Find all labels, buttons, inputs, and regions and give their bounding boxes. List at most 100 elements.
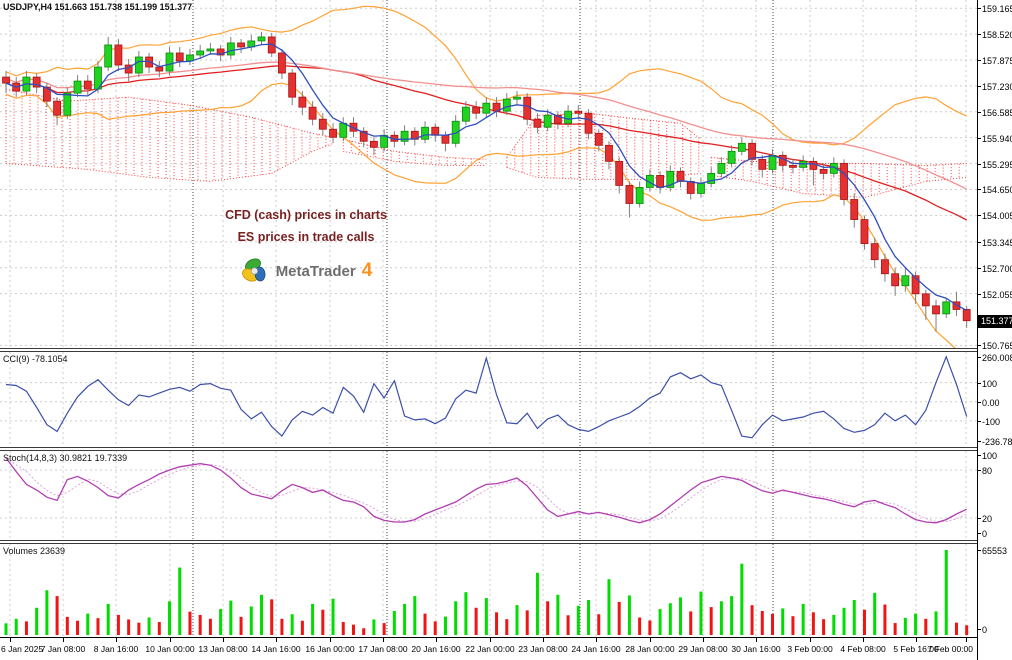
main-chart-canvas[interactable]	[0, 0, 977, 348]
time-axis-label: 24 Jan 16:00	[571, 644, 621, 654]
axis-tick	[978, 267, 981, 269]
time-axis-label: 30 Jan 16:00	[731, 644, 781, 654]
price-axis-label: 159.165	[982, 4, 1012, 15]
price-axis-label: 0	[982, 625, 988, 635]
time-axis-label: 17 Jan 08:00	[358, 644, 408, 654]
cci-canvas[interactable]	[0, 352, 977, 447]
panel-separator[interactable]	[0, 447, 977, 451]
time-axis-tick	[703, 638, 704, 642]
price-axis-label: -100	[982, 416, 1001, 427]
axis-tick	[978, 34, 981, 36]
time-axis-label: 10 Jan 00:00	[145, 644, 195, 654]
price-axis-label: 80	[982, 466, 993, 476]
price-axis-label: 100	[982, 378, 998, 389]
axis-tick	[978, 8, 981, 10]
axis-tick	[978, 382, 981, 384]
panel-separator[interactable]	[0, 540, 977, 544]
time-axis[interactable]: 6 Jan 2025 7 Jan 08:00 8 Jan 16:00 10 Jan 0…	[0, 637, 977, 660]
time-axis-tick	[436, 638, 437, 642]
price-axis-label: 153.345	[982, 237, 1012, 248]
price-axis-label: 158.520	[982, 30, 1012, 41]
stoch-label: Stoch(14,8,3) 30.9821 19.7339	[3, 453, 128, 463]
price-axis-label: 20	[982, 514, 993, 524]
axis-tick	[978, 137, 981, 139]
price-axis-label: 156.585	[982, 107, 1012, 118]
axis-tick	[978, 357, 981, 358]
axis-tick	[978, 241, 981, 243]
time-axis-label: 3 Feb 00:00	[787, 644, 833, 654]
axis-tick	[978, 293, 981, 295]
axis-tick	[978, 470, 981, 471]
axis-tick	[978, 420, 981, 422]
time-axis-tick	[330, 638, 331, 642]
watermark-line2: ES prices in trade calls	[237, 230, 375, 244]
price-axis-label: 100	[982, 451, 998, 461]
time-axis-label: 22 Jan 00:00	[465, 644, 515, 654]
time-axis-label: 28 Jan 00:00	[625, 644, 675, 654]
main-chart-panel: USDJPY,H4 151.663 151.738 151.199 151.37…	[0, 0, 977, 348]
chart-title: USDJPY,H4 151.663 151.738 151.199 151.37…	[3, 2, 193, 12]
price-axis-label: 152.700	[982, 263, 1012, 274]
time-axis-tick	[490, 638, 491, 642]
axis-tick	[978, 60, 981, 61]
time-axis-tick	[543, 638, 544, 642]
time-axis-tick	[63, 638, 64, 642]
volume-label: Volumes 23639	[3, 546, 66, 556]
time-axis-tick	[10, 638, 11, 642]
time-axis-tick	[223, 638, 224, 642]
time-axis-label: 14 Jan 16:00	[251, 644, 301, 654]
watermark-line1: CFD (cash) prices in charts	[225, 208, 387, 222]
time-axis-tick	[863, 638, 864, 642]
price-axis-label: 0.00	[982, 397, 1000, 408]
time-axis-label: 23 Jan 08:00	[518, 644, 568, 654]
price-axis-label: -236.7829	[982, 437, 1012, 447]
time-axis-tick	[596, 638, 597, 642]
metatrader-logo: MetaTrader 4	[156, 256, 456, 286]
stoch-panel: Stoch(14,8,3) 30.9821 19.7339	[0, 451, 977, 540]
metatrader-logo-icon	[240, 256, 270, 286]
time-axis-tick	[170, 638, 171, 642]
axis-tick	[978, 85, 981, 87]
axis-tick	[978, 533, 981, 534]
time-axis-label: 7 Jan 08:00	[40, 644, 86, 654]
time-axis-label: 29 Jan 08:00	[678, 644, 728, 654]
price-axis-label: 155.295	[982, 159, 1012, 170]
metatrader-brand-number: 4	[361, 260, 373, 281]
price-axis-label: 65553	[982, 546, 1008, 556]
price-axis-label: 154.650	[982, 185, 1012, 196]
axis-tick	[978, 441, 981, 442]
time-axis-label: 7 Feb 00:00	[927, 644, 973, 654]
price-axis-label: 260.0084	[982, 353, 1012, 363]
volume-canvas[interactable]	[0, 544, 977, 637]
time-axis-label: 16 Jan 00:00	[305, 644, 355, 654]
panel-separator[interactable]	[0, 348, 977, 352]
cci-label: CCI(9) -78.1054	[3, 354, 68, 364]
price-axis-label: 0	[982, 529, 988, 539]
time-axis-label: 8 Jan 16:00	[93, 644, 139, 654]
current-price-badge: 151.377	[978, 314, 1012, 328]
volume-panel: Volumes 23639	[0, 544, 977, 637]
stoch-canvas[interactable]	[0, 451, 977, 540]
axis-tick	[978, 345, 981, 347]
axis-tick	[978, 401, 981, 403]
axis-tick	[978, 629, 981, 630]
price-axis-label: 157.230	[982, 81, 1012, 92]
time-axis-tick	[383, 638, 384, 642]
time-axis-label: 5 Feb 16:00	[893, 644, 939, 654]
time-axis-tick	[116, 638, 117, 642]
time-axis-label: 13 Jan 08:00	[198, 644, 248, 654]
axis-tick	[978, 189, 981, 191]
axis-tick	[978, 518, 981, 519]
price-axis[interactable]: 151.377 159.165 158.520 157.875 157.230 156.…	[977, 0, 1012, 660]
axis-tick	[978, 455, 981, 456]
time-axis-tick	[916, 638, 917, 642]
time-axis-label: 4 Feb 08:00	[840, 644, 886, 654]
cci-panel: CCI(9) -78.1054	[0, 352, 977, 447]
price-axis-label: 155.940	[982, 133, 1012, 144]
time-axis-tick	[756, 638, 757, 642]
price-axis-label: 152.055	[982, 289, 1012, 300]
price-axis-label: 157.875	[982, 56, 1012, 66]
axis-tick	[978, 215, 981, 217]
time-axis-tick	[276, 638, 277, 642]
